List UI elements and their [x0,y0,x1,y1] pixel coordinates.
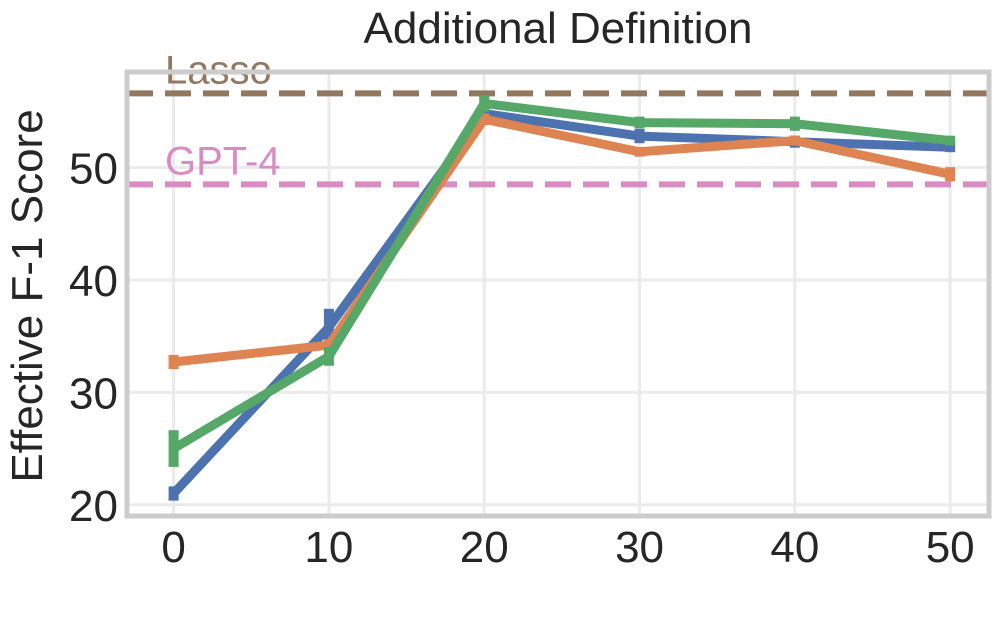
series-line-3 [169,99,955,454]
data-point [169,489,178,498]
data-point [324,323,333,332]
x-tick-label: 50 [926,523,975,572]
data-point [946,136,955,145]
data-point [790,136,799,145]
series-line-2 [169,114,955,367]
data-point [946,170,955,179]
y-tick-label: 30 [69,369,118,418]
x-tick-labels: 0 10 20 30 40 50 [161,523,974,572]
data-point [480,115,489,124]
reference-label-gpt-4: GPT-4 [165,139,281,183]
data-point [169,358,178,367]
data-point [480,99,489,108]
x-tick-label: 10 [304,523,353,572]
x-tick-label: 30 [615,523,664,572]
x-tick-label: 20 [460,523,509,572]
y-tick-labels: 20 30 40 50 [69,145,118,531]
data-point [635,132,644,141]
data-point [635,118,644,127]
chart-title: Additional Definition [364,4,753,53]
y-tick-label: 50 [69,145,118,194]
x-tick-label: 40 [770,523,819,572]
data-point [635,147,644,156]
series-line-1 [169,109,955,498]
data-point [169,444,178,453]
y-tick-label: 20 [69,482,118,531]
x-tick-label: 0 [161,523,185,572]
y-tick-label: 40 [69,257,118,306]
y-axis-label: Effective F-1 Score [3,109,52,482]
data-point [324,352,333,361]
data-point [790,119,799,128]
plot-frame [124,69,992,519]
series-lines [168,95,956,501]
